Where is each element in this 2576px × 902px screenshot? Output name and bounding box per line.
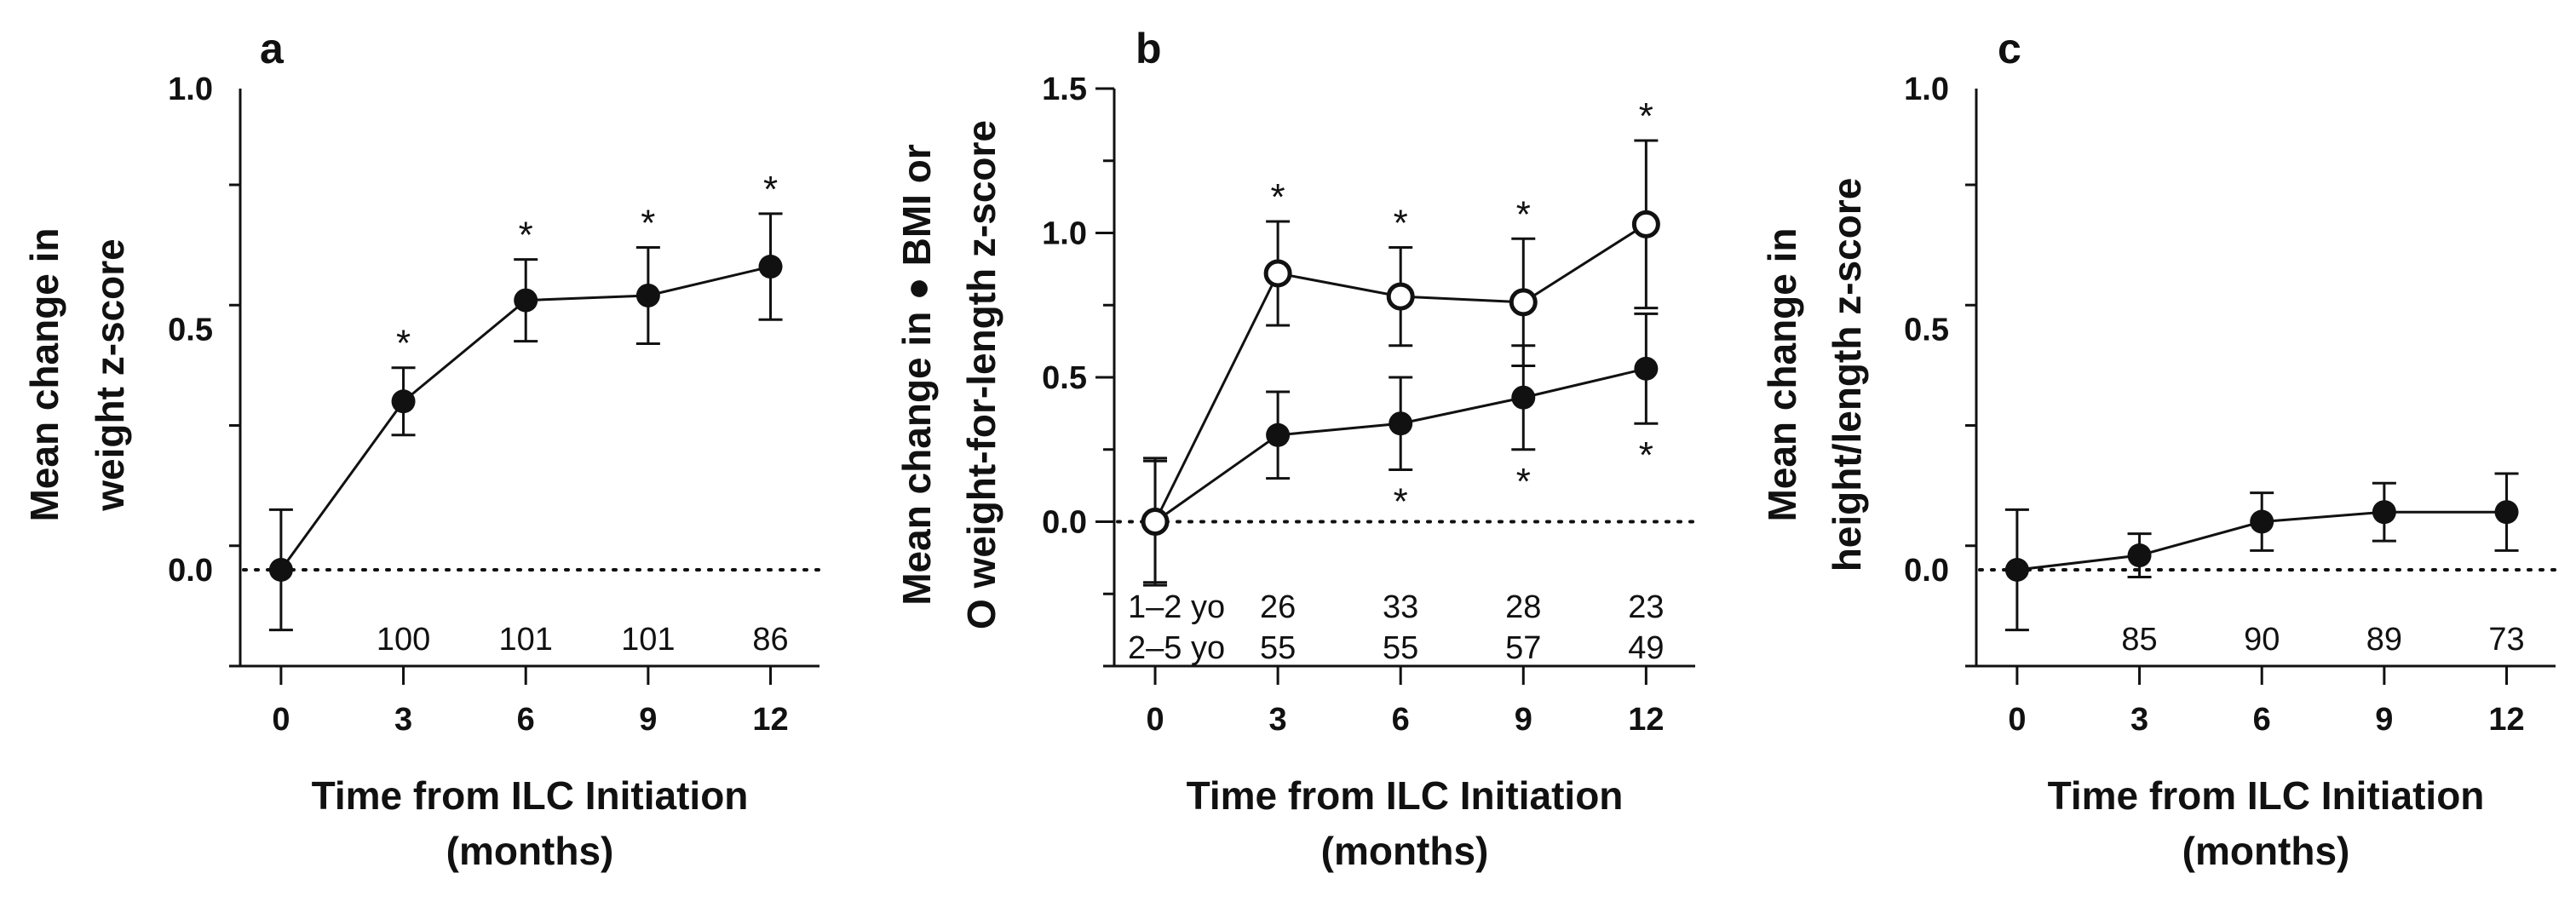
n-count-label: 89 xyxy=(2366,622,2402,658)
y-axis-title-line2: height/length z-score xyxy=(1825,178,1869,572)
significance-marker: * xyxy=(641,202,655,244)
open-data-point xyxy=(1509,288,1538,317)
y-tick-label: 1.0 xyxy=(1904,72,1949,107)
x-tick-label: 12 xyxy=(1628,702,1664,738)
x-tick-label: 9 xyxy=(639,702,657,738)
y-axis-title-line2: O weight-for-length z-score xyxy=(959,120,1003,629)
filled-data-point xyxy=(1266,422,1291,447)
open-data-point xyxy=(1263,259,1292,288)
n-count-label: 73 xyxy=(2488,622,2524,658)
x-axis-subtitle: (months) xyxy=(446,829,614,873)
x-axis-title: Time from ILC Initiation xyxy=(2048,773,2485,818)
n-count-label: 33 xyxy=(1383,589,1418,625)
filled-data-point xyxy=(758,255,783,279)
n-row-label: 1–2 yo xyxy=(1128,589,1225,625)
n-count-label: 49 xyxy=(1628,630,1664,666)
y-tick-label: 0.5 xyxy=(1042,360,1087,396)
x-tick-label: 12 xyxy=(752,702,788,738)
x-tick-label: 12 xyxy=(2488,702,2524,738)
y-axis-title: Mean change in xyxy=(1760,227,1804,521)
y-tick-label: 0.5 xyxy=(168,313,213,348)
n-count-label: 28 xyxy=(1505,589,1541,625)
y-axis-title-line2: weight z-score xyxy=(88,238,132,512)
x-tick-label: 3 xyxy=(2130,702,2148,738)
open-data-point xyxy=(1631,210,1660,238)
filled-data-point xyxy=(268,558,293,582)
x-axis-title: Time from ILC Initiation xyxy=(1187,773,1624,818)
n-count-label: 100 xyxy=(377,622,430,658)
filled-data-point xyxy=(2250,509,2274,534)
x-axis-title: Time from ILC Initiation xyxy=(312,773,749,818)
panel-letter: c xyxy=(1998,25,2021,72)
n-count-label: 85 xyxy=(2121,622,2157,658)
x-tick-label: 3 xyxy=(394,702,412,738)
significance-marker: * xyxy=(763,169,778,210)
significance-marker: * xyxy=(1639,95,1653,137)
y-tick-label: 1.0 xyxy=(1042,216,1087,252)
panel-letter: a xyxy=(260,25,285,72)
n-count-label: 57 xyxy=(1505,630,1541,666)
filled-data-point xyxy=(1511,385,1536,410)
y-axis-title: Mean change in ● BMI or xyxy=(894,144,939,606)
filled-data-point xyxy=(1634,356,1659,381)
series-height-length xyxy=(2004,472,2519,632)
filled-data-point xyxy=(514,288,538,313)
filled-data-point xyxy=(635,283,660,307)
n-count-label: 26 xyxy=(1260,589,1296,625)
significance-marker: * xyxy=(1516,193,1531,235)
n-count-label: 55 xyxy=(1383,630,1418,666)
y-axis-title: Mean change in xyxy=(22,227,66,521)
y-tick-label: 0.0 xyxy=(1904,553,1949,589)
n-row-label: 2–5 yo xyxy=(1128,630,1225,666)
significance-marker: * xyxy=(1394,480,1408,522)
filled-data-point xyxy=(2127,543,2152,568)
series-weight-for-length: * * * * xyxy=(1141,95,1660,587)
series-weight: * * * * xyxy=(268,169,783,632)
n-count-label: 23 xyxy=(1628,589,1664,625)
x-tick-label: 0 xyxy=(2008,702,2026,738)
significance-marker: * xyxy=(1516,461,1531,503)
significance-marker: * xyxy=(1394,202,1408,244)
x-tick-label: 6 xyxy=(2253,702,2271,738)
x-tick-label: 9 xyxy=(2375,702,2393,738)
y-tick-label: 1.0 xyxy=(168,72,213,107)
significance-marker: * xyxy=(396,323,411,365)
y-tick-label: 0.0 xyxy=(168,553,213,589)
x-tick-label: 6 xyxy=(1392,702,1410,738)
filled-data-point xyxy=(2004,558,2029,582)
open-data-point xyxy=(1386,282,1415,311)
filled-data-point xyxy=(2494,500,2519,525)
series-bmi: * * * xyxy=(1143,312,1659,584)
y-tick-label: 1.5 xyxy=(1042,72,1087,107)
filled-data-point xyxy=(2372,500,2396,525)
x-tick-label: 0 xyxy=(272,702,290,738)
filled-data-point xyxy=(1389,411,1413,436)
significance-marker: * xyxy=(519,215,533,256)
significance-marker: * xyxy=(1271,176,1285,218)
n-count-label: 90 xyxy=(2244,622,2280,658)
n-count-label: 55 xyxy=(1260,630,1296,666)
x-tick-label: 6 xyxy=(517,702,535,738)
n-count-label: 101 xyxy=(621,622,675,658)
n-count-label: 86 xyxy=(752,622,788,658)
filled-data-point xyxy=(391,389,416,414)
open-data-point xyxy=(1141,508,1170,536)
significance-marker: * xyxy=(1639,434,1653,476)
x-axis-subtitle: (months) xyxy=(1321,829,1489,873)
y-tick-label: 0.0 xyxy=(1042,505,1087,541)
x-axis-subtitle: (months) xyxy=(2182,829,2350,873)
y-tick-label: 0.5 xyxy=(1904,313,1949,348)
x-tick-label: 0 xyxy=(1146,702,1164,738)
panel-letter: b xyxy=(1136,25,1162,72)
n-count-label: 101 xyxy=(499,622,553,658)
x-tick-label: 3 xyxy=(1269,702,1287,738)
x-tick-label: 9 xyxy=(1515,702,1532,738)
